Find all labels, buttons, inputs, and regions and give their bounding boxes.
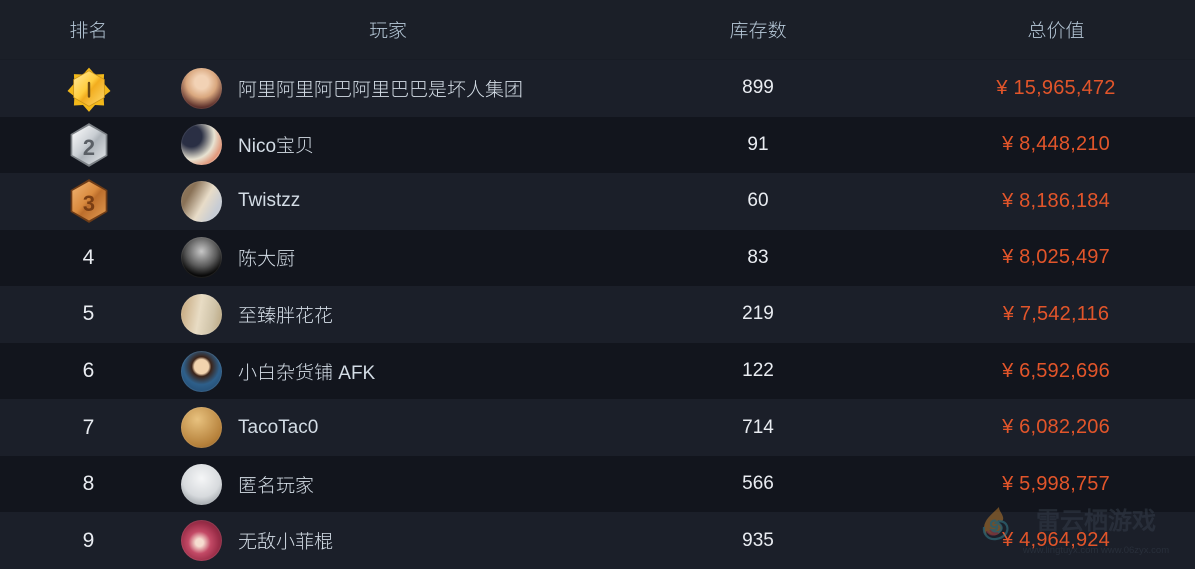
svg-text:2: 2 [82, 135, 94, 160]
svg-text:3: 3 [82, 191, 94, 216]
